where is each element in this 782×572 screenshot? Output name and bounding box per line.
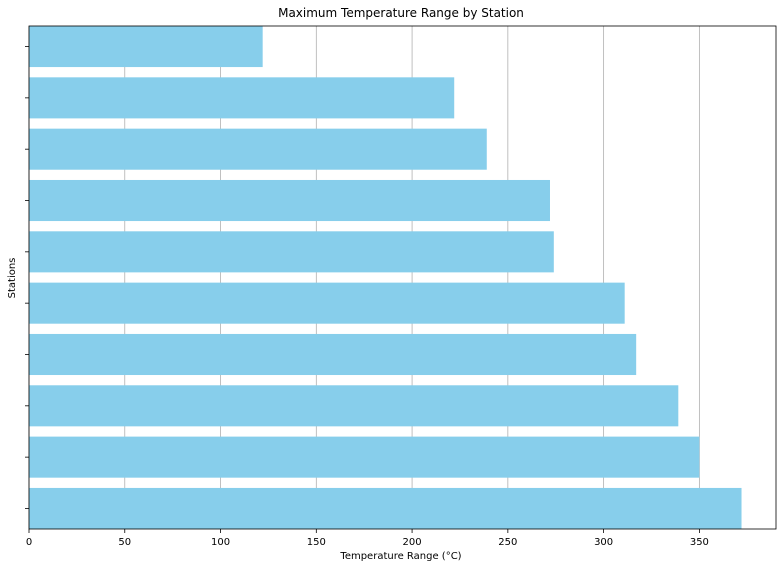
x-tick-label: 300 (594, 537, 613, 548)
bar (29, 333, 637, 376)
bar (29, 487, 742, 529)
x-tick-label: 150 (307, 537, 326, 548)
x-tick-label: 350 (690, 537, 709, 548)
x-tick-label: 0 (26, 537, 32, 548)
y-axis-label: Stations (7, 258, 18, 299)
bar (29, 179, 550, 222)
bar (29, 436, 700, 478)
bars-layer (29, 26, 742, 529)
bar (29, 128, 487, 170)
bar (29, 231, 554, 273)
bar (29, 282, 625, 324)
chart-title: Maximum Temperature Range by Station (278, 6, 524, 20)
bar (29, 26, 263, 68)
x-tick-label: 250 (498, 537, 517, 548)
x-axis-label: Temperature Range (°C) (339, 551, 461, 562)
plot-frame (28, 25, 777, 530)
x-tick-label: 50 (118, 537, 131, 548)
axes-layer: 0 50 100 150 200 250 300 350 (25, 25, 777, 548)
bar (29, 385, 679, 427)
x-tick-label: 100 (211, 537, 230, 548)
x-tick-label: 200 (403, 537, 422, 548)
bar (29, 77, 455, 119)
